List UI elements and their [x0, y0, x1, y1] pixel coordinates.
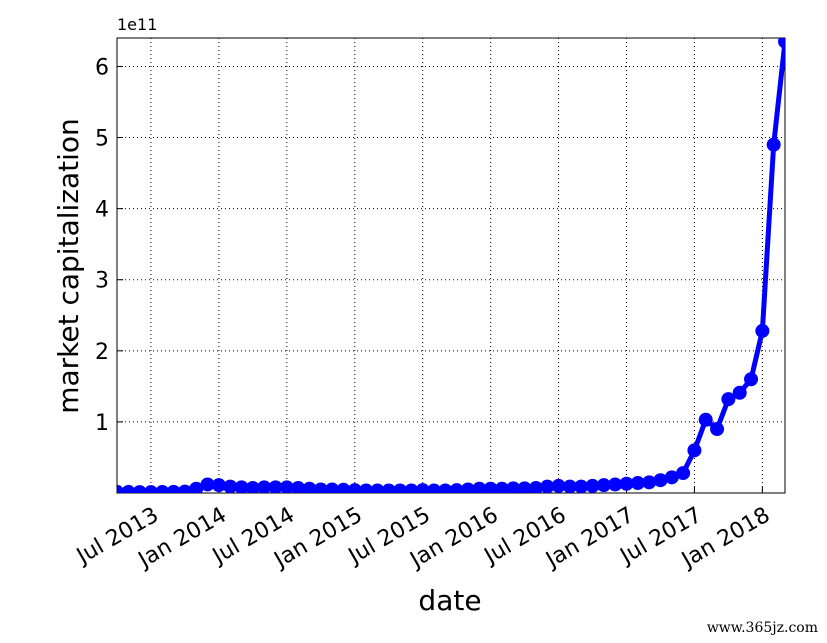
marker: [449, 483, 464, 493]
marker: [177, 484, 192, 493]
marker: [223, 479, 238, 493]
marker: [336, 482, 351, 493]
series: [117, 38, 785, 493]
marker: [528, 481, 543, 493]
marker: [393, 483, 408, 493]
marker: [755, 323, 770, 338]
marker: [302, 481, 317, 493]
marker: [642, 475, 657, 490]
marker: [404, 483, 419, 493]
marker: [596, 478, 611, 493]
marker: [766, 137, 781, 152]
y-axis-label: market capitalization: [52, 118, 85, 414]
marker: [257, 480, 272, 493]
marker: [291, 481, 306, 493]
marker: [121, 484, 136, 493]
marker: [732, 385, 747, 400]
watermark: www.365jz.com: [707, 620, 818, 636]
y-tick-label: 3: [95, 269, 109, 294]
marker: [211, 478, 226, 493]
y-tick-label: 6: [95, 55, 109, 80]
marker: [132, 485, 147, 493]
marker: [268, 480, 283, 493]
x-axis-label: date: [418, 584, 481, 617]
marker: [460, 482, 475, 493]
marker: [676, 466, 691, 481]
marker: [687, 443, 702, 458]
marker: [551, 478, 566, 493]
marker: [143, 485, 158, 493]
marker: [370, 483, 385, 493]
marker: [619, 476, 634, 491]
marker: [200, 477, 215, 492]
marker: [166, 484, 181, 493]
line: [117, 41, 785, 493]
marker: [664, 470, 679, 485]
marker: [574, 479, 589, 493]
marker: [710, 422, 725, 437]
marker: [245, 481, 260, 493]
marker: [279, 480, 294, 493]
offset-label: 1e11: [117, 15, 157, 34]
marker: [698, 412, 713, 427]
marker: [313, 482, 328, 493]
marker: [472, 481, 487, 493]
marker: [517, 481, 532, 493]
marker: [483, 481, 498, 493]
marker: [653, 473, 668, 488]
marker: [630, 476, 645, 491]
y-tick-label: 1: [95, 411, 109, 436]
marker: [347, 483, 362, 493]
y-tick-label: 2: [95, 340, 109, 365]
marker: [234, 480, 249, 493]
marker: [506, 481, 521, 493]
marker: [415, 483, 430, 493]
marker: [540, 479, 555, 493]
marker: [744, 372, 759, 387]
marker: [494, 481, 509, 493]
marker: [721, 392, 736, 407]
y-tick-label: 5: [95, 127, 109, 152]
marker: [438, 483, 453, 493]
marker: [427, 483, 442, 493]
marker: [189, 481, 204, 493]
y-tick-label: 4: [95, 198, 109, 223]
marker: [155, 485, 170, 493]
marker: [381, 483, 396, 493]
marker: [325, 482, 340, 493]
marker: [359, 483, 374, 493]
plot-frame: [116, 37, 786, 494]
marker: [608, 477, 623, 492]
marker: [585, 478, 600, 493]
marker: [778, 38, 785, 49]
marker: [562, 479, 577, 493]
